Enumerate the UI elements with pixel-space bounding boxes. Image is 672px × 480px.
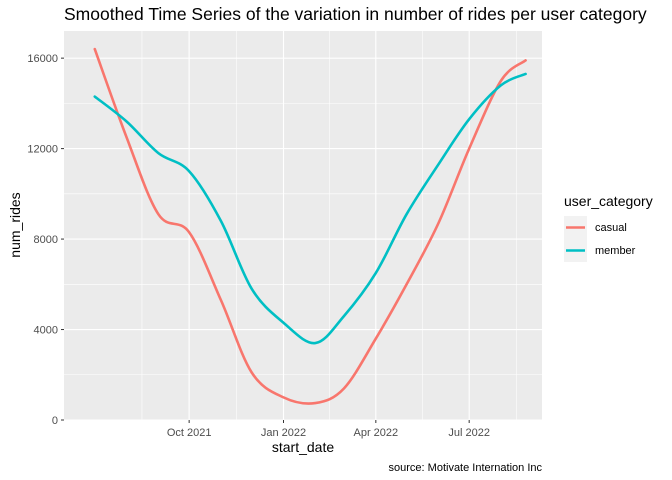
series-line-member (93, 72, 527, 345)
y-tick-label: 8000 (34, 234, 58, 246)
major-gridlines (64, 31, 542, 421)
x-tick-label: Apr 2022 (354, 427, 399, 439)
legend-label-member: member (595, 245, 636, 257)
x-tick-label: Oct 2021 (167, 427, 212, 439)
plot-panel (64, 31, 542, 420)
y-axis-title: num_rides (7, 192, 23, 257)
x-axis: Oct 2021 Jan 2022 Apr 2022 Jul 2022 (167, 420, 490, 439)
series-line-casual (93, 47, 527, 405)
legend-items: casual member (564, 216, 636, 262)
chart-title: Smoothed Time Series of the variation in… (64, 4, 647, 24)
series-layer (93, 47, 527, 405)
chart-caption: source: Motivate Internation Inc (389, 462, 543, 474)
y-axis: 0 4000 8000 12000 16000 (27, 53, 64, 427)
legend: user_category casual member (564, 193, 653, 262)
y-tick-label: 0 (52, 415, 58, 427)
y-tick-label: 16000 (27, 53, 58, 65)
x-axis-title: start_date (272, 439, 334, 455)
x-tick-label: Jan 2022 (261, 427, 306, 439)
minor-gridlines (64, 31, 542, 420)
x-tick-label: Jul 2022 (448, 427, 490, 439)
legend-label-casual: casual (595, 222, 627, 234)
y-tick-label: 12000 (27, 144, 58, 156)
y-tick-label: 4000 (34, 325, 58, 337)
legend-title: user_category (564, 193, 653, 209)
